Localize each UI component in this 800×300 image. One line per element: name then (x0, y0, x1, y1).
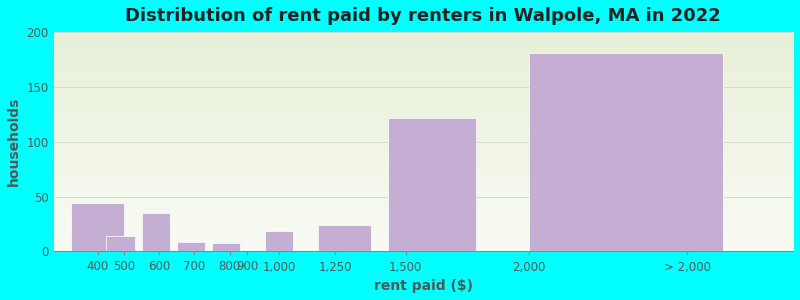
Bar (106, 236, 134, 251)
Bar (71, 203, 124, 251)
Title: Distribution of rent paid by renters in Walpole, MA in 2022: Distribution of rent paid by renters in … (126, 7, 722, 25)
Bar (212, 243, 240, 251)
Bar (388, 118, 476, 251)
Bar (318, 225, 370, 251)
Bar (529, 53, 722, 251)
X-axis label: rent paid ($): rent paid ($) (374, 279, 473, 293)
Bar (265, 231, 293, 251)
Bar (177, 242, 205, 251)
Bar (142, 213, 170, 251)
Y-axis label: households: households (7, 97, 21, 187)
